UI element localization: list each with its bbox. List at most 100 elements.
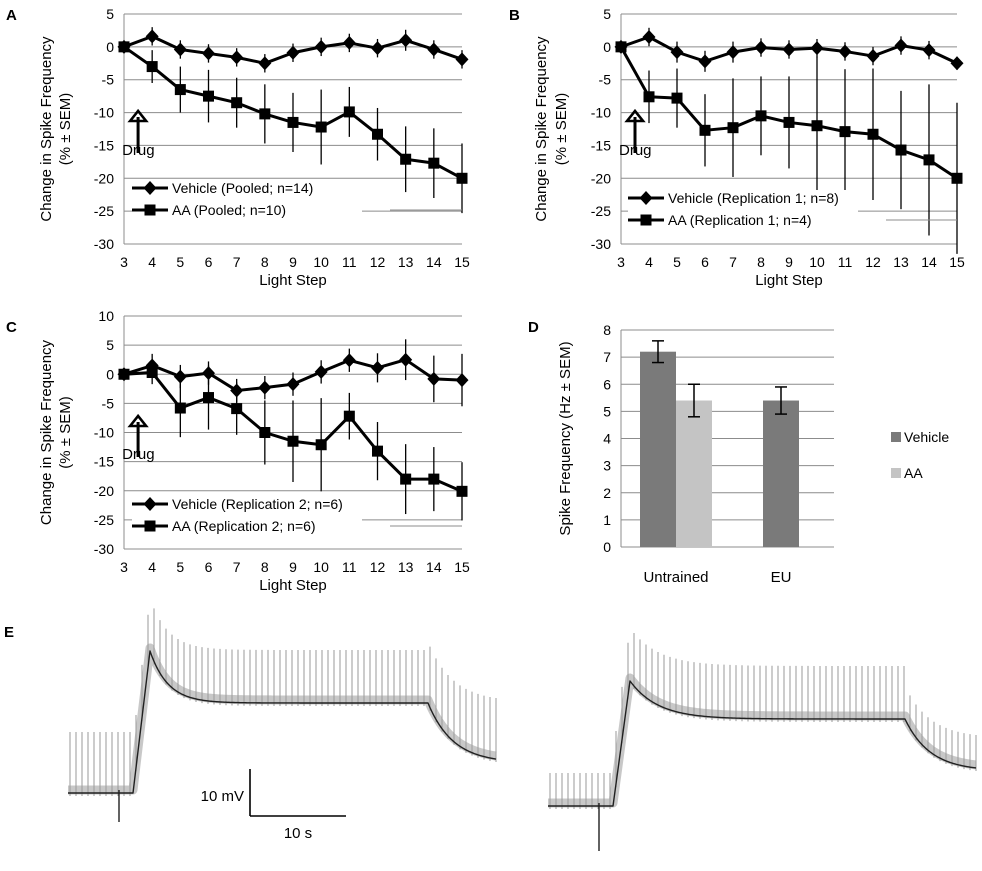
chart-c-legend-label-0: Vehicle (Replication 2; n=6)	[172, 496, 343, 512]
chart-a-xtick-4: 7	[233, 254, 241, 270]
chart-c-ytick-0: 10	[98, 308, 114, 324]
chart-d-ytick-1: 7	[603, 349, 611, 365]
chart-a-series-0-point-10	[399, 33, 413, 48]
chart-c-ylabel-line-1: (% ± SEM)	[57, 396, 74, 468]
chart-a: 5 0 -5 -10 -15 -20 -25 -30 3 4 5 6 7 8 9 10 11 12 13 14 15 Li…	[38, 6, 470, 289]
chart-b-series-0-point-1	[642, 30, 656, 44]
trace-left	[64, 608, 500, 822]
panel-label-c: C	[6, 319, 17, 336]
chart-a-xtick-5: 8	[261, 254, 269, 270]
chart-c-xtick-11: 14	[426, 559, 442, 575]
chart-c-xtick-8: 11	[342, 559, 357, 575]
chart-c-series-0-point-10	[399, 352, 413, 367]
chart-a-series-0-point-6	[286, 45, 300, 60]
chart-d-ytick-4: 4	[603, 431, 611, 447]
trace-right-core	[548, 680, 977, 807]
chart-c-series-1-point-10	[400, 473, 412, 485]
chart-a-ytick-1: 0	[106, 39, 114, 55]
chart-b-ytick-7: -30	[591, 236, 611, 252]
chart-b-series-0-point-8	[838, 44, 852, 59]
chart-c-xtick-9: 12	[370, 559, 386, 575]
chart-c-series-1-point-9	[372, 445, 383, 457]
chart-c-ytick-2: 0	[106, 366, 114, 382]
chart-b-legend-label-0: Vehicle (Replication 1; n=8)	[668, 190, 839, 206]
chart-a-series-0-point-1	[145, 29, 159, 44]
chart-a-series-1-point-6	[287, 116, 299, 128]
chart-b-ytick-1: 0	[603, 39, 611, 55]
trace-left-band	[64, 643, 500, 795]
chart-a-drug-arrow-head	[127, 108, 149, 123]
chart-a-xtick-9: 12	[370, 254, 386, 270]
chart-b-series-0-point-4	[726, 45, 740, 60]
chart-b-series-0-point-3	[698, 54, 712, 69]
chart-a-xtick-3: 6	[205, 254, 213, 270]
chart-a-legend-bg	[132, 180, 362, 216]
chart-a-series-1-point-1	[146, 61, 158, 73]
chart-b-legend-marker-0	[639, 191, 653, 205]
chart-b-series-1-point-9	[867, 128, 879, 140]
chart-c-ytick-5: -15	[94, 454, 114, 470]
chart-a-series-1-point-4	[231, 97, 243, 109]
chart-a-drug-label: Drug	[122, 142, 155, 159]
trace-right	[544, 633, 980, 851]
chart-a-series-1-point-12	[456, 172, 468, 184]
chart-b-xtick-0: 3	[617, 254, 625, 270]
chart-c-ytick-8: -30	[94, 541, 114, 557]
chart-d-ytick-0: 8	[603, 322, 611, 338]
chart-a-ytick-3: -10	[94, 105, 114, 121]
chart-b-ylabel-line-1: (% ± SEM)	[553, 93, 570, 165]
chart-b-xtick-3: 6	[701, 254, 709, 270]
panel-label-a: A	[6, 7, 17, 24]
chart-b-series-0-point-10	[894, 38, 908, 53]
chart-b-series-1-point-4	[727, 122, 739, 134]
chart-c-series-1-point-6	[287, 435, 299, 447]
trace-left-core	[68, 650, 497, 794]
chart-c-series-0-point-7	[314, 364, 328, 379]
chart-d: 8 7 6 5 4 3 2 1 0 Spike Frequency (Hz ± SEM) Untra…	[557, 322, 949, 586]
chart-a-ytick-6: -25	[94, 203, 114, 219]
chart-c-series-1-point-8	[343, 410, 355, 422]
chart-b-xtick-8: 11	[838, 254, 853, 270]
chart-c-xtick-0: 3	[120, 559, 128, 575]
chart-c-xtick-7: 10	[313, 559, 329, 575]
trace-right-band	[544, 673, 980, 808]
chart-a-xlabel: Light Step	[259, 272, 327, 289]
chart-a-ytick-5: -20	[94, 170, 114, 186]
chart-c-ytick-4: -10	[94, 425, 114, 441]
chart-c-series-1-point-0	[118, 368, 130, 380]
chart-c-legend-bg	[132, 496, 362, 532]
chart-c-ylabel-line-0: Change in Spike Frequency	[38, 339, 55, 525]
chart-d-ytick-3: 5	[603, 403, 611, 419]
chart-b-drug-label: Drug	[619, 142, 652, 159]
chart-d-ytick-2: 6	[603, 376, 611, 392]
chart-d-legend: Vehicle AA	[891, 429, 949, 481]
chart-b-series-0-point-2	[670, 45, 684, 60]
chart-b-ytick-4: -15	[591, 137, 611, 153]
chart-b-series-0-point-5	[754, 40, 768, 55]
chart-b-ylabel-line-0: Change in Spike Frequency	[533, 36, 550, 222]
chart-a-xtick-10: 13	[398, 254, 414, 270]
chart-a-legend-label-0: Vehicle (Pooled; n=14)	[172, 180, 313, 196]
chart-a-xtick-0: 3	[120, 254, 128, 270]
chart-c-drug-label: Drug	[122, 446, 155, 463]
chart-a-xtick-8: 11	[342, 254, 357, 270]
chart-c-ytick-6: -20	[94, 483, 114, 499]
chart-c-xtick-4: 7	[233, 559, 241, 575]
chart-c-series-0-point-8	[342, 353, 356, 368]
chart-c-series-1-point-7	[315, 439, 327, 451]
chart-a-series-0-point-12	[455, 52, 469, 67]
chart-b-series-1-point-11	[923, 154, 935, 166]
chart-c-series-1-point-4	[231, 403, 243, 415]
chart-c-xtick-10: 13	[398, 559, 414, 575]
chart-d-legend-label-1: AA	[904, 465, 923, 481]
panel-label-b: B	[509, 7, 520, 24]
chart-c-legend: Vehicle (Replication 2; n=6) AA (Replicat…	[132, 496, 462, 534]
chart-a-series-0-point-5	[258, 56, 272, 71]
scale-bar-v-label: 10 mV	[201, 788, 244, 805]
chart-d-legend-swatch-0	[891, 432, 901, 442]
chart-c-xtick-5: 8	[261, 559, 269, 575]
chart-b-ytick-6: -25	[591, 203, 611, 219]
chart-b: 5 0 -5 -10 -15 -20 -25 -30 3 4 5 6 7 8 9 10 11 12 13 14 15 Li…	[533, 6, 965, 289]
chart-c-ytick-3: -5	[102, 395, 115, 411]
chart-c-series-0-point-5	[258, 380, 272, 395]
